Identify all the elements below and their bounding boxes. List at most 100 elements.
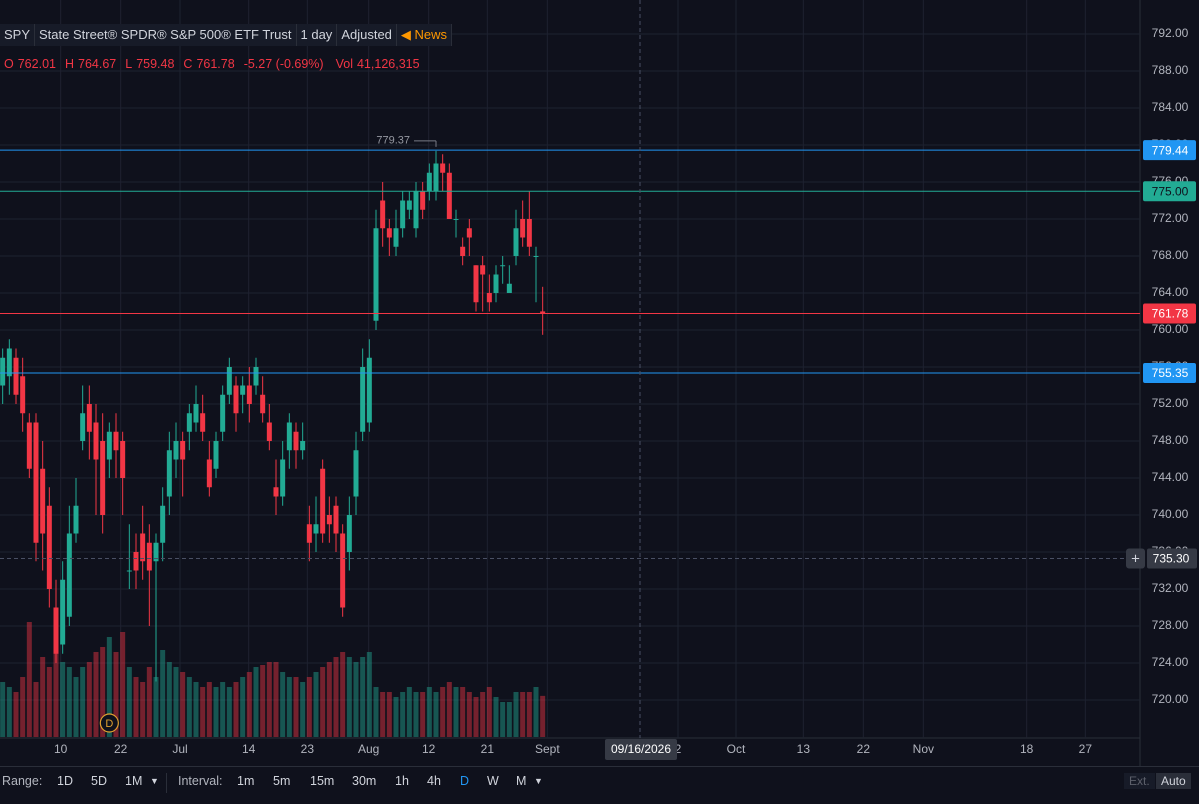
y-tick-label: 760.00 — [1152, 322, 1189, 336]
range-button[interactable]: 5D — [91, 774, 107, 788]
y-tick-label: 744.00 — [1152, 470, 1189, 484]
x-tick-label: 13 — [797, 742, 811, 756]
auto-button[interactable]: Auto — [1156, 773, 1191, 789]
volume-bar — [286, 677, 292, 737]
candle-body — [320, 468, 326, 534]
volume-bar — [240, 677, 246, 737]
candle-body — [513, 228, 519, 256]
volume-bar — [500, 702, 506, 737]
candle-body — [393, 228, 399, 247]
dividend-marker — [99, 713, 119, 733]
range-button[interactable]: 1D — [57, 774, 73, 788]
candle-body — [220, 394, 226, 432]
volume-key: Vol — [335, 57, 353, 71]
news[interactable]: ◀ News — [396, 24, 453, 46]
interval-button[interactable]: 15m — [310, 774, 335, 788]
volume-bar — [346, 657, 352, 737]
volume-bar — [420, 692, 426, 737]
candle-body — [413, 191, 419, 229]
volume-bar — [493, 697, 499, 737]
price-label: 761.78 — [1152, 307, 1189, 321]
x-tick-label: 27 — [1079, 742, 1093, 756]
volume-bar — [206, 682, 212, 737]
price-label-box — [1143, 140, 1196, 161]
ext-button[interactable]: Ext. — [1124, 773, 1155, 789]
interval-button[interactable]: D — [460, 774, 470, 788]
news-label: News — [414, 27, 448, 42]
interval-button[interactable]: 1h — [395, 774, 409, 788]
candle-body — [486, 293, 492, 303]
volume-bar — [526, 692, 532, 737]
volume-bar — [6, 687, 12, 737]
candle-body — [0, 357, 6, 386]
symbol[interactable]: SPY — [0, 24, 36, 46]
interval-button[interactable]: 1m — [237, 774, 255, 788]
candle-body — [133, 552, 139, 571]
volume-bar — [126, 667, 132, 737]
crosshair-date: 09/16/2026 — [611, 742, 671, 756]
volume-bar — [26, 622, 32, 737]
volume-bar — [200, 687, 206, 737]
interval-button[interactable]: W — [487, 774, 499, 788]
volume-bar — [486, 687, 492, 737]
crosshair-plus-box[interactable] — [1126, 548, 1145, 569]
candle-body — [26, 422, 32, 469]
legend: SPY State Street® SPDR® S&P 500® ETF Tru… — [0, 24, 453, 46]
volume-bar — [513, 692, 519, 737]
x-tick-label: 22 — [114, 742, 128, 756]
x-tick-label: 23 — [301, 742, 315, 756]
candle-body — [360, 367, 366, 432]
volume-bar — [333, 657, 339, 737]
instrument-name: State Street® SPDR® S&P 500® ETF Trust — [35, 24, 297, 46]
candle-body — [326, 515, 332, 525]
volume-bar — [46, 667, 52, 737]
volume-bar — [473, 697, 479, 737]
candle-body — [113, 431, 119, 451]
candle-body — [380, 200, 386, 229]
volume-bar — [193, 682, 199, 737]
volume-bar — [380, 692, 386, 737]
volume-bar — [233, 682, 239, 737]
candle-body — [40, 468, 46, 534]
candle-body — [440, 163, 446, 173]
interval-button[interactable]: 5m — [273, 774, 291, 788]
candle-body — [106, 431, 112, 460]
volume-bar — [520, 692, 526, 737]
candle-body — [100, 441, 106, 515]
y-tick-label: 740.00 — [1152, 507, 1189, 521]
interval-button[interactable]: 4h — [427, 774, 441, 788]
dividend-label: D — [105, 718, 113, 730]
price-label: 779.44 — [1152, 143, 1189, 157]
volume-bar — [13, 692, 19, 737]
volume-bar — [226, 687, 232, 737]
y-tick-label: 728.00 — [1152, 618, 1189, 632]
candle-body — [426, 172, 432, 192]
range-label: Range: — [2, 774, 43, 788]
candle-body — [186, 413, 192, 432]
volume-bar — [80, 667, 86, 737]
volume-bar — [273, 662, 279, 737]
volume-bar — [260, 665, 266, 737]
volume-bar — [386, 692, 392, 737]
candle-body — [240, 385, 246, 395]
volume-bar — [60, 662, 66, 737]
candle-body — [480, 265, 486, 275]
volume-bar — [400, 692, 406, 737]
ohlc-value: 759.48 — [136, 57, 175, 71]
interval-button[interactable]: M — [516, 774, 527, 788]
candle-body — [86, 404, 92, 432]
range-dropdown: ▼ — [150, 776, 159, 786]
chart: 720.00724.00728.00732.00736.00740.00744.… — [0, 0, 1199, 766]
interval-button[interactable]: 30m — [352, 774, 377, 788]
candle-body — [540, 311, 546, 314]
volume-bar — [460, 687, 466, 737]
range-button[interactable]: 1M — [125, 774, 143, 788]
interval[interactable]: 1 day — [296, 24, 338, 46]
x-tick-label: 10 — [54, 742, 68, 756]
candle-body — [173, 441, 179, 460]
candle-body — [273, 487, 279, 497]
volume-bar — [86, 662, 92, 737]
candle-body — [206, 459, 212, 488]
adjustment[interactable]: Adjusted — [337, 24, 397, 46]
candle-body — [366, 357, 372, 423]
